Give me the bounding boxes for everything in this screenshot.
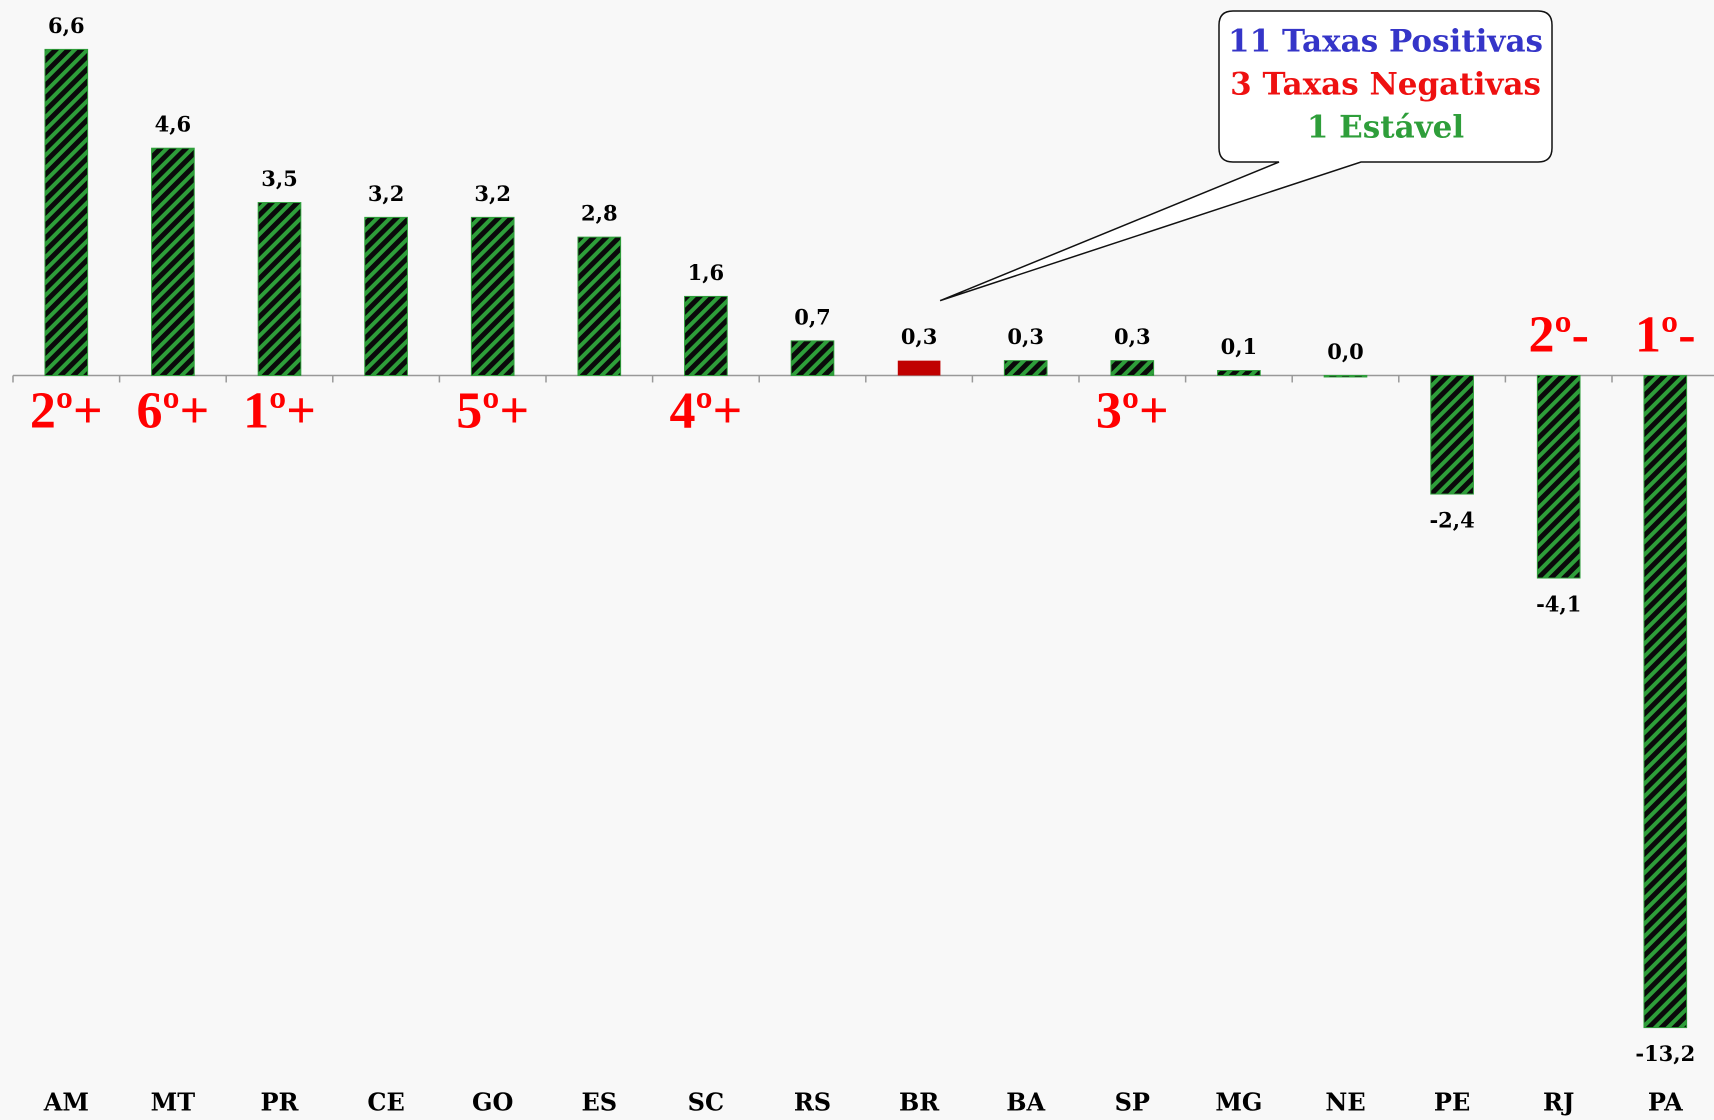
value-label: 0,7	[794, 304, 831, 329]
value-label: -13,2	[1635, 1041, 1695, 1066]
x-tick-label: MT	[151, 1088, 196, 1117]
callout-box	[939, 10, 1553, 302]
bar	[151, 147, 195, 376]
value-label: 3,2	[368, 181, 405, 206]
x-tick-label: MG	[1215, 1088, 1262, 1117]
bar	[1323, 374, 1368, 378]
x-tick-label: RJ	[1543, 1088, 1574, 1117]
value-label: 3,5	[261, 166, 298, 191]
bar	[470, 216, 515, 376]
bar	[1430, 374, 1474, 495]
callout-text: 1 Estável	[1307, 110, 1464, 146]
rank-label: 6º+	[137, 382, 210, 439]
bar	[1217, 370, 1261, 376]
rank-label: 1º-	[1635, 306, 1695, 363]
x-tick-label: RS	[794, 1088, 831, 1117]
x-tick-label: CE	[367, 1088, 404, 1117]
bar	[897, 360, 941, 376]
value-label: 0,1	[1221, 334, 1258, 359]
x-tick-label: BR	[899, 1088, 940, 1117]
x-tick-label: AM	[43, 1088, 89, 1117]
x-tick-label: ES	[581, 1088, 617, 1117]
x-tick-label: BA	[1006, 1088, 1045, 1117]
rank-label: 2º-	[1528, 306, 1588, 363]
value-label: 6,6	[48, 13, 85, 38]
x-tick-label: NE	[1325, 1088, 1365, 1117]
bar	[1536, 374, 1581, 579]
x-tick-label: PA	[1648, 1088, 1683, 1117]
rank-label: 3º+	[1096, 382, 1169, 439]
value-label: 0,3	[901, 324, 938, 349]
bar	[257, 202, 302, 376]
bar	[364, 216, 408, 376]
rank-label: 2º+	[30, 382, 103, 439]
value-label: 4,6	[155, 112, 192, 137]
bar	[1003, 360, 1048, 376]
bar	[577, 236, 622, 376]
x-tick-label: PR	[261, 1088, 300, 1117]
rank-label: 5º+	[456, 382, 529, 439]
bar	[44, 48, 89, 376]
value-label: -2,4	[1429, 508, 1474, 533]
value-label: 2,8	[581, 201, 618, 226]
bar	[790, 340, 835, 376]
bar	[684, 295, 728, 376]
rank-label: 1º+	[243, 382, 316, 439]
value-label: -4,1	[1536, 592, 1581, 617]
callout-text: 11 Taxas Positivas	[1228, 24, 1543, 60]
x-tick-label: SP	[1115, 1088, 1150, 1117]
value-label: 0,3	[1114, 324, 1151, 349]
x-tick-label: GO	[472, 1088, 513, 1117]
value-label: 1,6	[688, 260, 725, 285]
rank-label: 4º+	[670, 382, 743, 439]
x-tick-label: PE	[1434, 1088, 1470, 1117]
bar	[1643, 374, 1688, 1029]
value-label: 0,0	[1327, 339, 1364, 364]
value-label: 3,2	[474, 181, 511, 206]
x-tick-label: SC	[688, 1088, 724, 1117]
callout-text: 3 Taxas Negativas	[1230, 67, 1541, 103]
bar	[1110, 360, 1155, 376]
value-label: 0,3	[1007, 324, 1044, 349]
